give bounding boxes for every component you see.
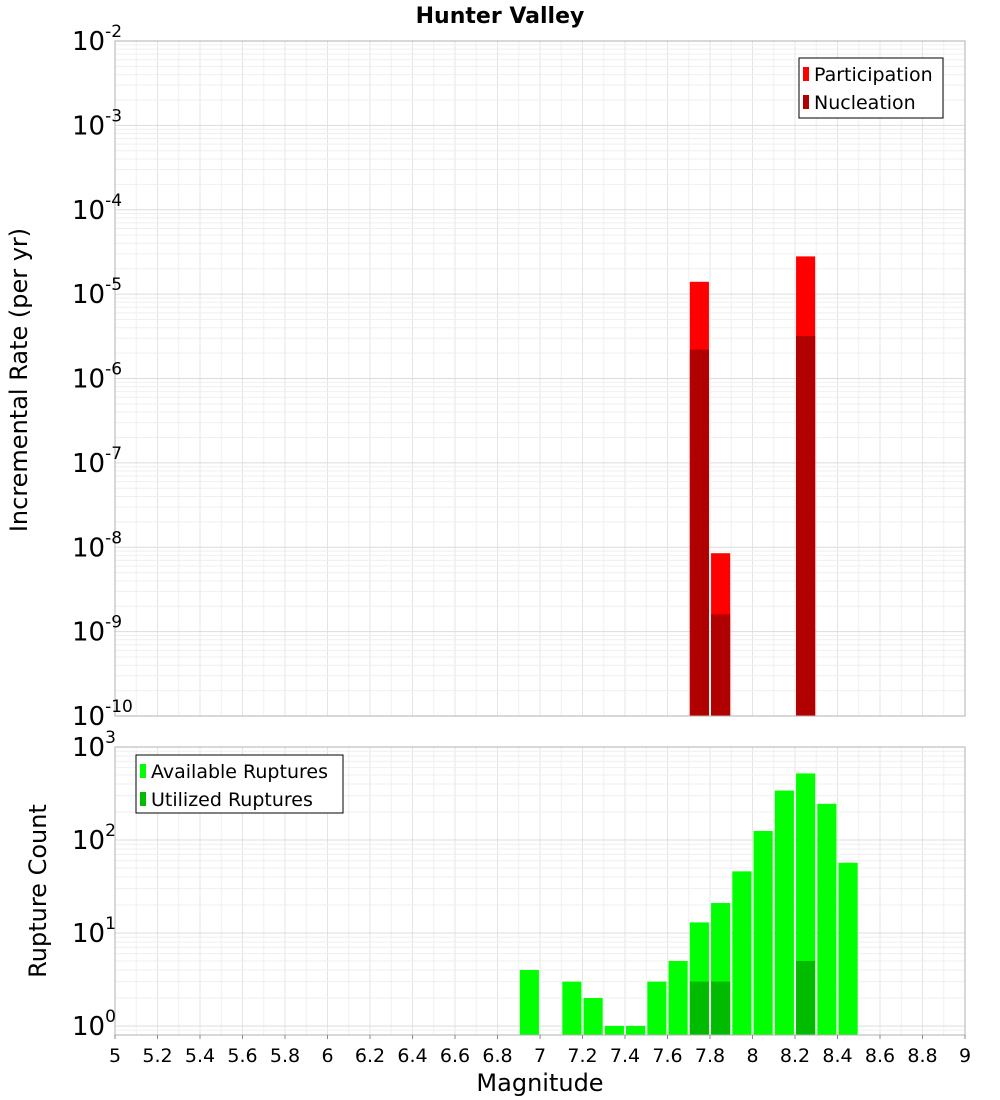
count-y-tick-label: 100 — [72, 1007, 116, 1042]
count-bar-primary — [668, 960, 688, 1035]
count-bar-primary — [838, 862, 858, 1035]
x-tick-label: 6.6 — [440, 1045, 470, 1067]
rate-bar-secondary — [711, 614, 731, 716]
count-bar-primary — [774, 790, 794, 1035]
count-legend-swatch — [140, 792, 146, 806]
x-tick-label: 6.2 — [355, 1045, 385, 1067]
count-bar-secondary — [689, 981, 709, 1035]
rate-legend-box — [798, 57, 944, 119]
rate-legend-label: Nucleation — [814, 92, 916, 114]
rate-y-tick-label: 10-5 — [72, 275, 122, 310]
count-y-tick-label: 102 — [72, 821, 116, 856]
count-bar-primary — [647, 981, 667, 1035]
rate-y-tick-label: 10-2 — [72, 22, 122, 57]
rate-y-tick-label: 10-10 — [72, 697, 133, 732]
bottom-y-axis-label: Rupture Count — [24, 804, 52, 978]
x-tick-label: 6.4 — [397, 1045, 427, 1067]
count-bar-primary — [753, 830, 773, 1035]
rate-plot-frame — [114, 40, 966, 717]
x-tick-label: 7.6 — [652, 1045, 682, 1067]
rate-bar-secondary — [689, 349, 709, 716]
chart-title: Hunter Valley — [416, 4, 585, 29]
x-tick-label: 6 — [321, 1045, 333, 1067]
count-y-tick-label: 101 — [72, 914, 116, 949]
x-tick-label: 8 — [746, 1045, 758, 1067]
rate-y-tick-label: 10-6 — [72, 360, 122, 395]
rate-bar-secondary — [796, 335, 816, 716]
count-bar-primary — [626, 1025, 646, 1035]
rate-legend-label: Participation — [814, 64, 933, 86]
rate-y-tick-label: 10-8 — [72, 528, 122, 563]
x-tick-label: 8.2 — [780, 1045, 810, 1067]
count-legend-box — [135, 754, 344, 814]
x-tick-label: 8.6 — [865, 1045, 895, 1067]
count-bar-primary — [817, 803, 837, 1035]
count-bar-primary — [604, 1025, 624, 1035]
rate-y-tick-label: 10-7 — [72, 444, 122, 479]
count-y-tick-label: 103 — [72, 728, 116, 763]
x-tick-label: 9 — [959, 1045, 971, 1067]
x-tick-label: 5.4 — [185, 1045, 215, 1067]
rate-y-tick-label: 10-9 — [72, 613, 122, 648]
x-tick-label: 5.8 — [270, 1045, 300, 1067]
count-bar-secondary — [711, 981, 731, 1035]
x-axis-label: Magnitude — [476, 1069, 603, 1097]
x-tick-label: 6.8 — [482, 1045, 512, 1067]
count-legend-label: Utilized Ruptures — [151, 789, 313, 811]
rate-plot-panel: 10-10 10-9 10-8 10-7 10-6 10-5 10-4 10-3 10-2 Par… — [72, 22, 966, 732]
x-tick-label: 7.2 — [567, 1045, 597, 1067]
x-tick-label: 8.8 — [907, 1045, 937, 1067]
rate-legend-swatch — [803, 95, 809, 109]
x-tick-label: 7 — [534, 1045, 546, 1067]
count-legend-label: Available Ruptures — [151, 761, 328, 783]
top-y-axis-label: Incremental Rate (per yr) — [5, 228, 33, 532]
count-bar-primary — [732, 871, 752, 1035]
x-tick-label: 7.4 — [610, 1045, 640, 1067]
x-tick-label: 5.6 — [227, 1045, 257, 1067]
rate-legend-swatch — [803, 67, 809, 81]
x-tick-label: 5 — [109, 1045, 121, 1067]
rate-y-tick-label: 10-3 — [72, 106, 122, 141]
x-tick-label: 7.8 — [695, 1045, 725, 1067]
count-bar-primary — [519, 969, 539, 1035]
x-tick-label: 8.4 — [822, 1045, 852, 1067]
count-bar-primary — [562, 981, 582, 1035]
count-bar-secondary — [796, 960, 816, 1035]
rate-y-tick-label: 10-4 — [72, 191, 122, 226]
count-bar-primary — [583, 997, 603, 1035]
count-legend-swatch — [140, 764, 146, 778]
x-tick-label: 5.2 — [142, 1045, 172, 1067]
